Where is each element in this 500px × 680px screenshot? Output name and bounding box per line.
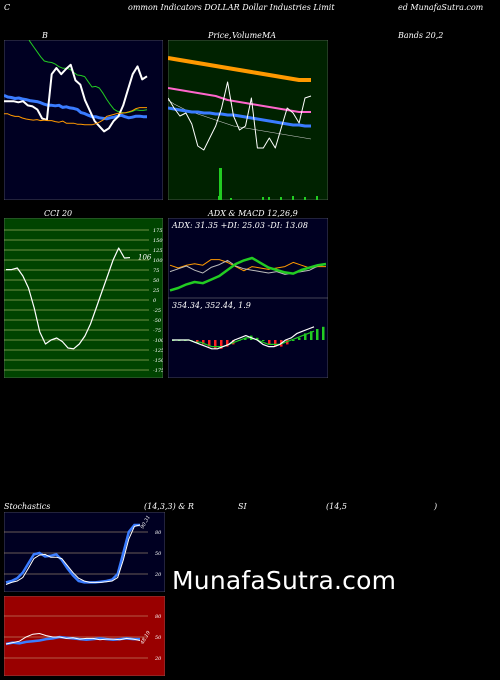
macd-histogram-bar xyxy=(310,331,313,340)
cci-bg xyxy=(4,218,163,378)
cci-last-label: 106 xyxy=(138,254,152,262)
di-plus-line xyxy=(169,256,327,292)
cci-tick-label: -150 xyxy=(153,358,163,364)
price-bg xyxy=(168,40,328,200)
rsi-line xyxy=(5,632,141,645)
title-cci: CCI 20 xyxy=(44,209,73,218)
macd-panel: 354.34, 352.44, 1.9 xyxy=(168,298,328,378)
cci-tick-label: -50 xyxy=(153,318,162,324)
title-rsi-close: ) xyxy=(434,502,438,511)
osc-tick-label: 80 xyxy=(155,614,162,620)
macd-histogram-bar xyxy=(292,340,295,341)
title-volume: Volume xyxy=(232,31,262,40)
header-left: C xyxy=(4,3,11,12)
macd-histogram-bar xyxy=(316,329,319,340)
price-ma-blue xyxy=(168,106,311,128)
macd-histogram-bar xyxy=(256,337,259,340)
bb-middle-band xyxy=(4,94,147,121)
macd-line xyxy=(172,326,315,350)
macd-histogram-bar xyxy=(274,340,277,347)
cci-line xyxy=(6,247,131,350)
cci-panel: 175 150 125 100 75 50 25 0 -25 -50 -75 -100 -125 -150… xyxy=(4,218,163,378)
header-right: ed MunafaSutra.com xyxy=(398,3,484,12)
adx-readout: ADX: 31.35 +DI: 25.03 -DI: 13.08 xyxy=(171,221,308,230)
cci-tick-label: -175 xyxy=(153,368,163,374)
title-price: Price, xyxy=(208,31,232,40)
cci-tick-label: -125 xyxy=(153,348,163,354)
macd-histogram-bar xyxy=(244,337,247,340)
cci-tick-label: -100 xyxy=(153,338,163,344)
cci-tick-label: 175 xyxy=(153,228,163,234)
osc-tick-label: 20 xyxy=(154,656,162,662)
macd-histogram-bar xyxy=(226,340,229,347)
osc-tick-label: 50 xyxy=(155,635,162,641)
cci-tick-label: 25 xyxy=(152,288,159,294)
watermark: MunafaSutra.com xyxy=(172,566,397,595)
macd-histogram-bar xyxy=(208,340,211,347)
price-line xyxy=(168,81,312,151)
rsi-bg xyxy=(4,596,165,676)
adx-panel: ADX: 31.35 +DI: 25.03 -DI: 13.08 xyxy=(168,218,328,298)
cci-tick-label: -75 xyxy=(153,328,161,334)
title-bands: Bands 20,2 xyxy=(398,31,444,40)
stoch-k-line xyxy=(5,524,141,585)
bb-lower-band xyxy=(4,107,147,126)
macd-histogram-bar xyxy=(298,337,301,340)
stoch-d-line xyxy=(5,523,140,584)
price-ma-pink xyxy=(168,87,311,113)
macd-histogram-bar xyxy=(220,340,223,349)
title-si: SI xyxy=(238,502,247,511)
cci-tick-label: 75 xyxy=(153,268,159,274)
header-center: ommon Indicators DOLLAR Dollar Industrie… xyxy=(128,3,335,12)
bb-price-line xyxy=(4,63,148,133)
cci-tick-label: 100 xyxy=(153,258,163,264)
osc-tick-label: 20 xyxy=(154,572,162,578)
macd-histogram-bar xyxy=(262,340,265,341)
macd-histogram-bar xyxy=(196,340,199,343)
volume-bars xyxy=(218,168,318,200)
title-bollinger: B xyxy=(42,31,48,40)
adx-line xyxy=(169,259,326,272)
title-ma: MA xyxy=(262,31,276,40)
title-stoch: Stochastics xyxy=(4,502,51,511)
macd-histogram-bar xyxy=(322,326,325,340)
price-volume-panel xyxy=(168,40,328,200)
osc-tick-label: 80 xyxy=(155,530,162,536)
cci-tick-label: 50 xyxy=(153,278,160,284)
macd-histogram-bar xyxy=(304,333,307,340)
osc-tick-label: 50 xyxy=(155,551,162,557)
macd-histogram-bar xyxy=(202,340,205,345)
title-rsi-params: (14,5 xyxy=(326,502,347,511)
bollinger-panel xyxy=(4,40,163,200)
cci-tick-label: 150 xyxy=(153,238,163,244)
cci-tick-label: 0 xyxy=(153,298,157,304)
macd-histogram-bar xyxy=(268,340,271,345)
macd-histogram-bar xyxy=(214,340,217,349)
cci-tick-label: 125 xyxy=(153,248,163,254)
bollinger-bg xyxy=(4,40,163,200)
cci-tick-label: -25 xyxy=(153,308,161,314)
title-stoch-params: (14,3,3) & R xyxy=(144,502,194,511)
macd-readout: 354.34, 352.44, 1.9 xyxy=(172,301,251,310)
price-ma-orange xyxy=(168,56,311,82)
title-adx-macd: ADX & MACD 12,26,9 xyxy=(208,209,298,218)
